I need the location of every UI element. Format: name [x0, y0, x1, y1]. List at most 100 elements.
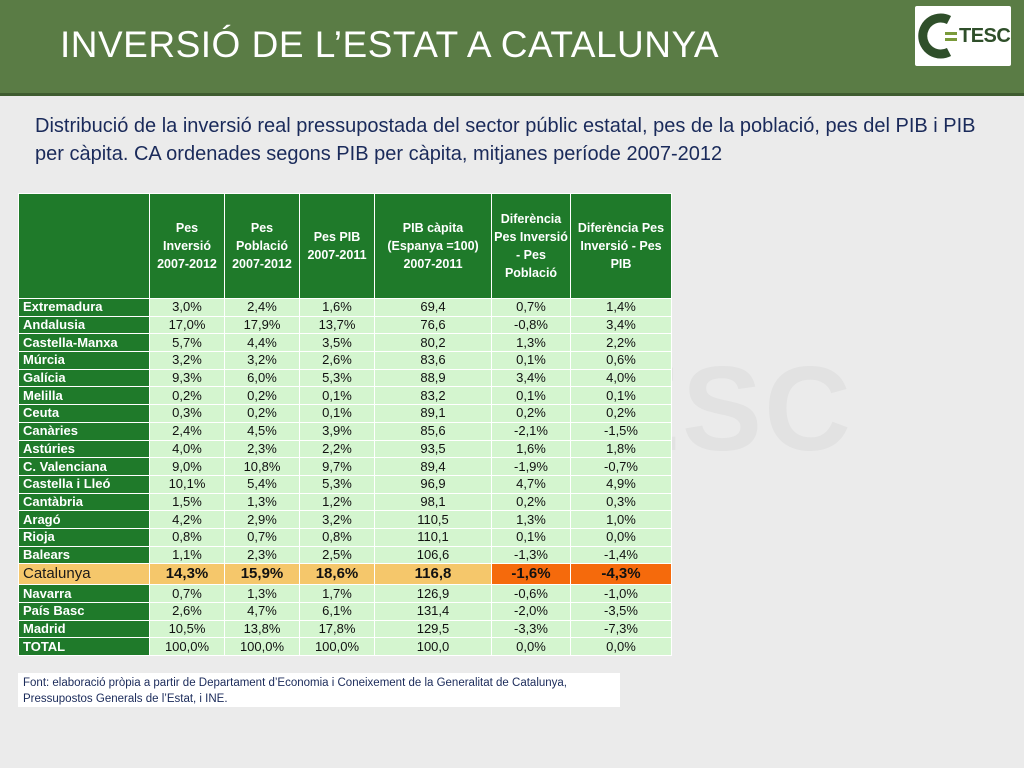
table-cell: 2,5% — [299, 545, 375, 565]
column-header: Diferència Pes Inversió - Pes Població — [491, 193, 571, 299]
region-name: País Basc — [18, 602, 150, 621]
table-cell: 100,0% — [299, 637, 375, 657]
table-cell: 0,3% — [149, 404, 225, 423]
region-name: Castella-Manxa — [18, 333, 150, 353]
table-row: Extremadura 3,0% 2,4% 1,6% 69,4 0,7% 1,4% — [18, 298, 672, 317]
table-cell: 9,3% — [149, 368, 225, 388]
table-cell: 6,1% — [299, 602, 375, 621]
table-row: Aragó 4,2% 2,9% 3,2% 110,5 1,3% 1,0% — [18, 510, 672, 529]
table-cell: 100,0% — [149, 637, 225, 657]
table-cell: 0,1% — [491, 351, 571, 370]
table-cell: 1,4% — [570, 298, 672, 317]
table-row: Múrcia 3,2% 3,2% 2,6% 83,6 0,1% 0,6% — [18, 351, 672, 370]
table-row: Ceuta 0,3% 0,2% 0,1% 89,1 0,2% 0,2% — [18, 404, 672, 423]
table-cell: 0,2% — [491, 404, 571, 423]
table-cell: 129,5 — [374, 619, 492, 639]
table-cell: 4,4% — [224, 333, 300, 353]
header-banner — [0, 0, 1024, 93]
table-row: Canàries 2,4% 4,5% 3,9% 85,6 -2,1% -1,5% — [18, 421, 672, 441]
region-name: C. Valenciana — [18, 457, 150, 476]
table-cell: 0,7% — [224, 527, 300, 547]
logo-mark-icon — [918, 13, 957, 59]
table-row: Castella i Lleó 10,1% 5,4% 5,3% 96,9 4,7% 4,9% — [18, 474, 672, 494]
table-row: Castella-Manxa 5,7% 4,4% 3,5% 80,2 1,3% 2,2% — [18, 333, 672, 353]
table-cell: 88,9 — [374, 368, 492, 388]
column-header — [18, 193, 150, 299]
region-name: Madrid — [18, 619, 150, 639]
table-cell: 1,3% — [491, 333, 571, 353]
table-cell: 5,4% — [224, 474, 300, 494]
table-cell: 18,6% — [299, 563, 375, 586]
table-cell: 0,0% — [570, 527, 672, 547]
table-cell: -1,4% — [570, 545, 672, 565]
table-cell: 10,5% — [149, 619, 225, 639]
table-row: Rioja 0,8% 0,7% 0,8% 110,1 0,1% 0,0% — [18, 527, 672, 547]
table-cell: 96,9 — [374, 474, 492, 494]
page-title: INVERSIÓ DE L’ESTAT A CATALUNYA — [60, 24, 720, 65]
table-cell: 3,5% — [299, 333, 375, 353]
region-name: Rioja — [18, 527, 150, 547]
table-row: Andalusia 17,0% 17,9% 13,7% 76,6 -0,8% 3,4% — [18, 315, 672, 335]
table-cell: 1,6% — [299, 298, 375, 317]
table-cell: 2,2% — [570, 333, 672, 353]
table-row: Catalunya 14,3% 15,9% 18,6% 116,8 -1,6% -4,3% — [18, 563, 672, 586]
table-row: Madrid 10,5% 13,8% 17,8% 129,5 -3,3% -7,3% — [18, 619, 672, 639]
table-row: Astúries 4,0% 2,3% 2,2% 93,5 1,6% 1,8% — [18, 439, 672, 459]
table-header-row: Pes Inversió 2007-2012 Pes Població 2007-… — [18, 193, 672, 299]
region-name: Aragó — [18, 510, 150, 529]
table-cell: -1,5% — [570, 421, 672, 441]
table-cell: 6,0% — [224, 368, 300, 388]
table-cell: 1,5% — [149, 492, 225, 512]
table-row: Cantàbria 1,5% 1,3% 1,2% 98,1 0,2% 0,3% — [18, 492, 672, 512]
table-cell: 0,1% — [491, 527, 571, 547]
table-body: Extremadura 3,0% 2,4% 1,6% 69,4 0,7% 1,4% Andal… — [18, 298, 672, 657]
table-cell: 1,7% — [299, 584, 375, 603]
table-cell: -3,3% — [491, 619, 571, 639]
table-cell: 85,6 — [374, 421, 492, 441]
table-cell: 5,7% — [149, 333, 225, 353]
table-cell: 0,8% — [149, 527, 225, 547]
table-cell: 17,8% — [299, 619, 375, 639]
table-cell: 0,1% — [570, 386, 672, 406]
table-cell: 0,7% — [149, 584, 225, 603]
table-cell: -2,1% — [491, 421, 571, 441]
table-cell: 0,2% — [491, 492, 571, 512]
table-cell: 2,9% — [224, 510, 300, 529]
table-cell: 1,3% — [491, 510, 571, 529]
table-cell: 0,1% — [491, 386, 571, 406]
table-cell: 126,9 — [374, 584, 492, 603]
table-cell: 2,4% — [149, 421, 225, 441]
region-name: Extremadura — [18, 298, 150, 317]
region-name: Ceuta — [18, 404, 150, 423]
table-cell: 110,5 — [374, 510, 492, 529]
table-cell: 4,0% — [149, 439, 225, 459]
table-cell: 13,8% — [224, 619, 300, 639]
table-cell: 0,0% — [570, 637, 672, 657]
table-cell: 69,4 — [374, 298, 492, 317]
table-cell: 106,6 — [374, 545, 492, 565]
table-cell: 3,2% — [224, 351, 300, 370]
table-cell: 4,0% — [570, 368, 672, 388]
logo-text: TESC — [959, 25, 1011, 47]
table-cell: 93,5 — [374, 439, 492, 459]
table-cell: 3,9% — [299, 421, 375, 441]
table-row: Melilla 0,2% 0,2% 0,1% 83,2 0,1% 0,1% — [18, 386, 672, 406]
table-cell: -3,5% — [570, 602, 672, 621]
table-row: Galícia 9,3% 6,0% 5,3% 88,9 3,4% 4,0% — [18, 368, 672, 388]
table-cell: 0,6% — [570, 351, 672, 370]
table-cell: 10,8% — [224, 457, 300, 476]
table-cell: 2,6% — [149, 602, 225, 621]
table-cell: 3,4% — [570, 315, 672, 335]
ctesc-logo: TESC — [915, 6, 1011, 66]
table-cell: 1,3% — [224, 584, 300, 603]
table-cell: 76,6 — [374, 315, 492, 335]
table-cell: 1,3% — [224, 492, 300, 512]
table-cell: 17,9% — [224, 315, 300, 335]
region-name: Astúries — [18, 439, 150, 459]
table-cell: 100,0 — [374, 637, 492, 657]
table-cell: 4,7% — [491, 474, 571, 494]
table-row: Navarra 0,7% 1,3% 1,7% 126,9 -0,6% -1,0% — [18, 584, 672, 603]
table-cell: 89,1 — [374, 404, 492, 423]
table-cell: 9,0% — [149, 457, 225, 476]
table-cell: 3,0% — [149, 298, 225, 317]
